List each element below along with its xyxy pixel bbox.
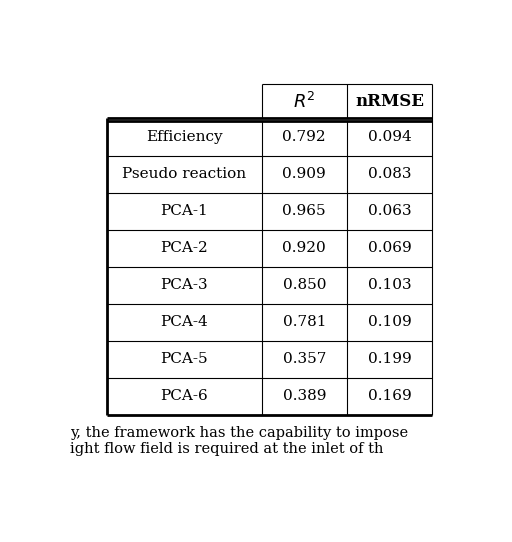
Text: 0.109: 0.109 [368,315,411,329]
Text: nRMSE: nRMSE [355,93,424,110]
Text: Pseudo reaction: Pseudo reaction [122,167,246,182]
Text: 0.965: 0.965 [283,204,326,218]
Text: PCA-4: PCA-4 [160,315,208,329]
Text: 0.850: 0.850 [283,278,326,292]
Text: PCA-5: PCA-5 [160,352,208,366]
Text: 0.389: 0.389 [283,389,326,403]
Text: Efficiency: Efficiency [146,131,222,144]
Text: 0.199: 0.199 [368,352,411,366]
Text: PCA-2: PCA-2 [160,241,208,255]
Text: 0.069: 0.069 [368,241,411,255]
Text: ight flow field is required at the inlet of th: ight flow field is required at the inlet… [70,442,383,456]
Text: 0.909: 0.909 [283,167,326,182]
Text: 0.063: 0.063 [368,204,411,218]
Text: 0.781: 0.781 [283,315,326,329]
Text: 0.920: 0.920 [283,241,326,255]
Text: 0.094: 0.094 [368,131,411,144]
Text: y, the framework has the capability to impose: y, the framework has the capability to i… [70,426,409,440]
Text: 0.083: 0.083 [368,167,411,182]
Text: 0.169: 0.169 [368,389,411,403]
Text: PCA-3: PCA-3 [160,278,208,292]
Text: PCA-6: PCA-6 [160,389,208,403]
Text: PCA-1: PCA-1 [160,204,208,218]
Text: $\mathit{R}^2$: $\mathit{R}^2$ [293,92,315,112]
Text: 0.357: 0.357 [283,352,326,366]
Text: 0.103: 0.103 [368,278,411,292]
Text: 0.792: 0.792 [283,131,326,144]
